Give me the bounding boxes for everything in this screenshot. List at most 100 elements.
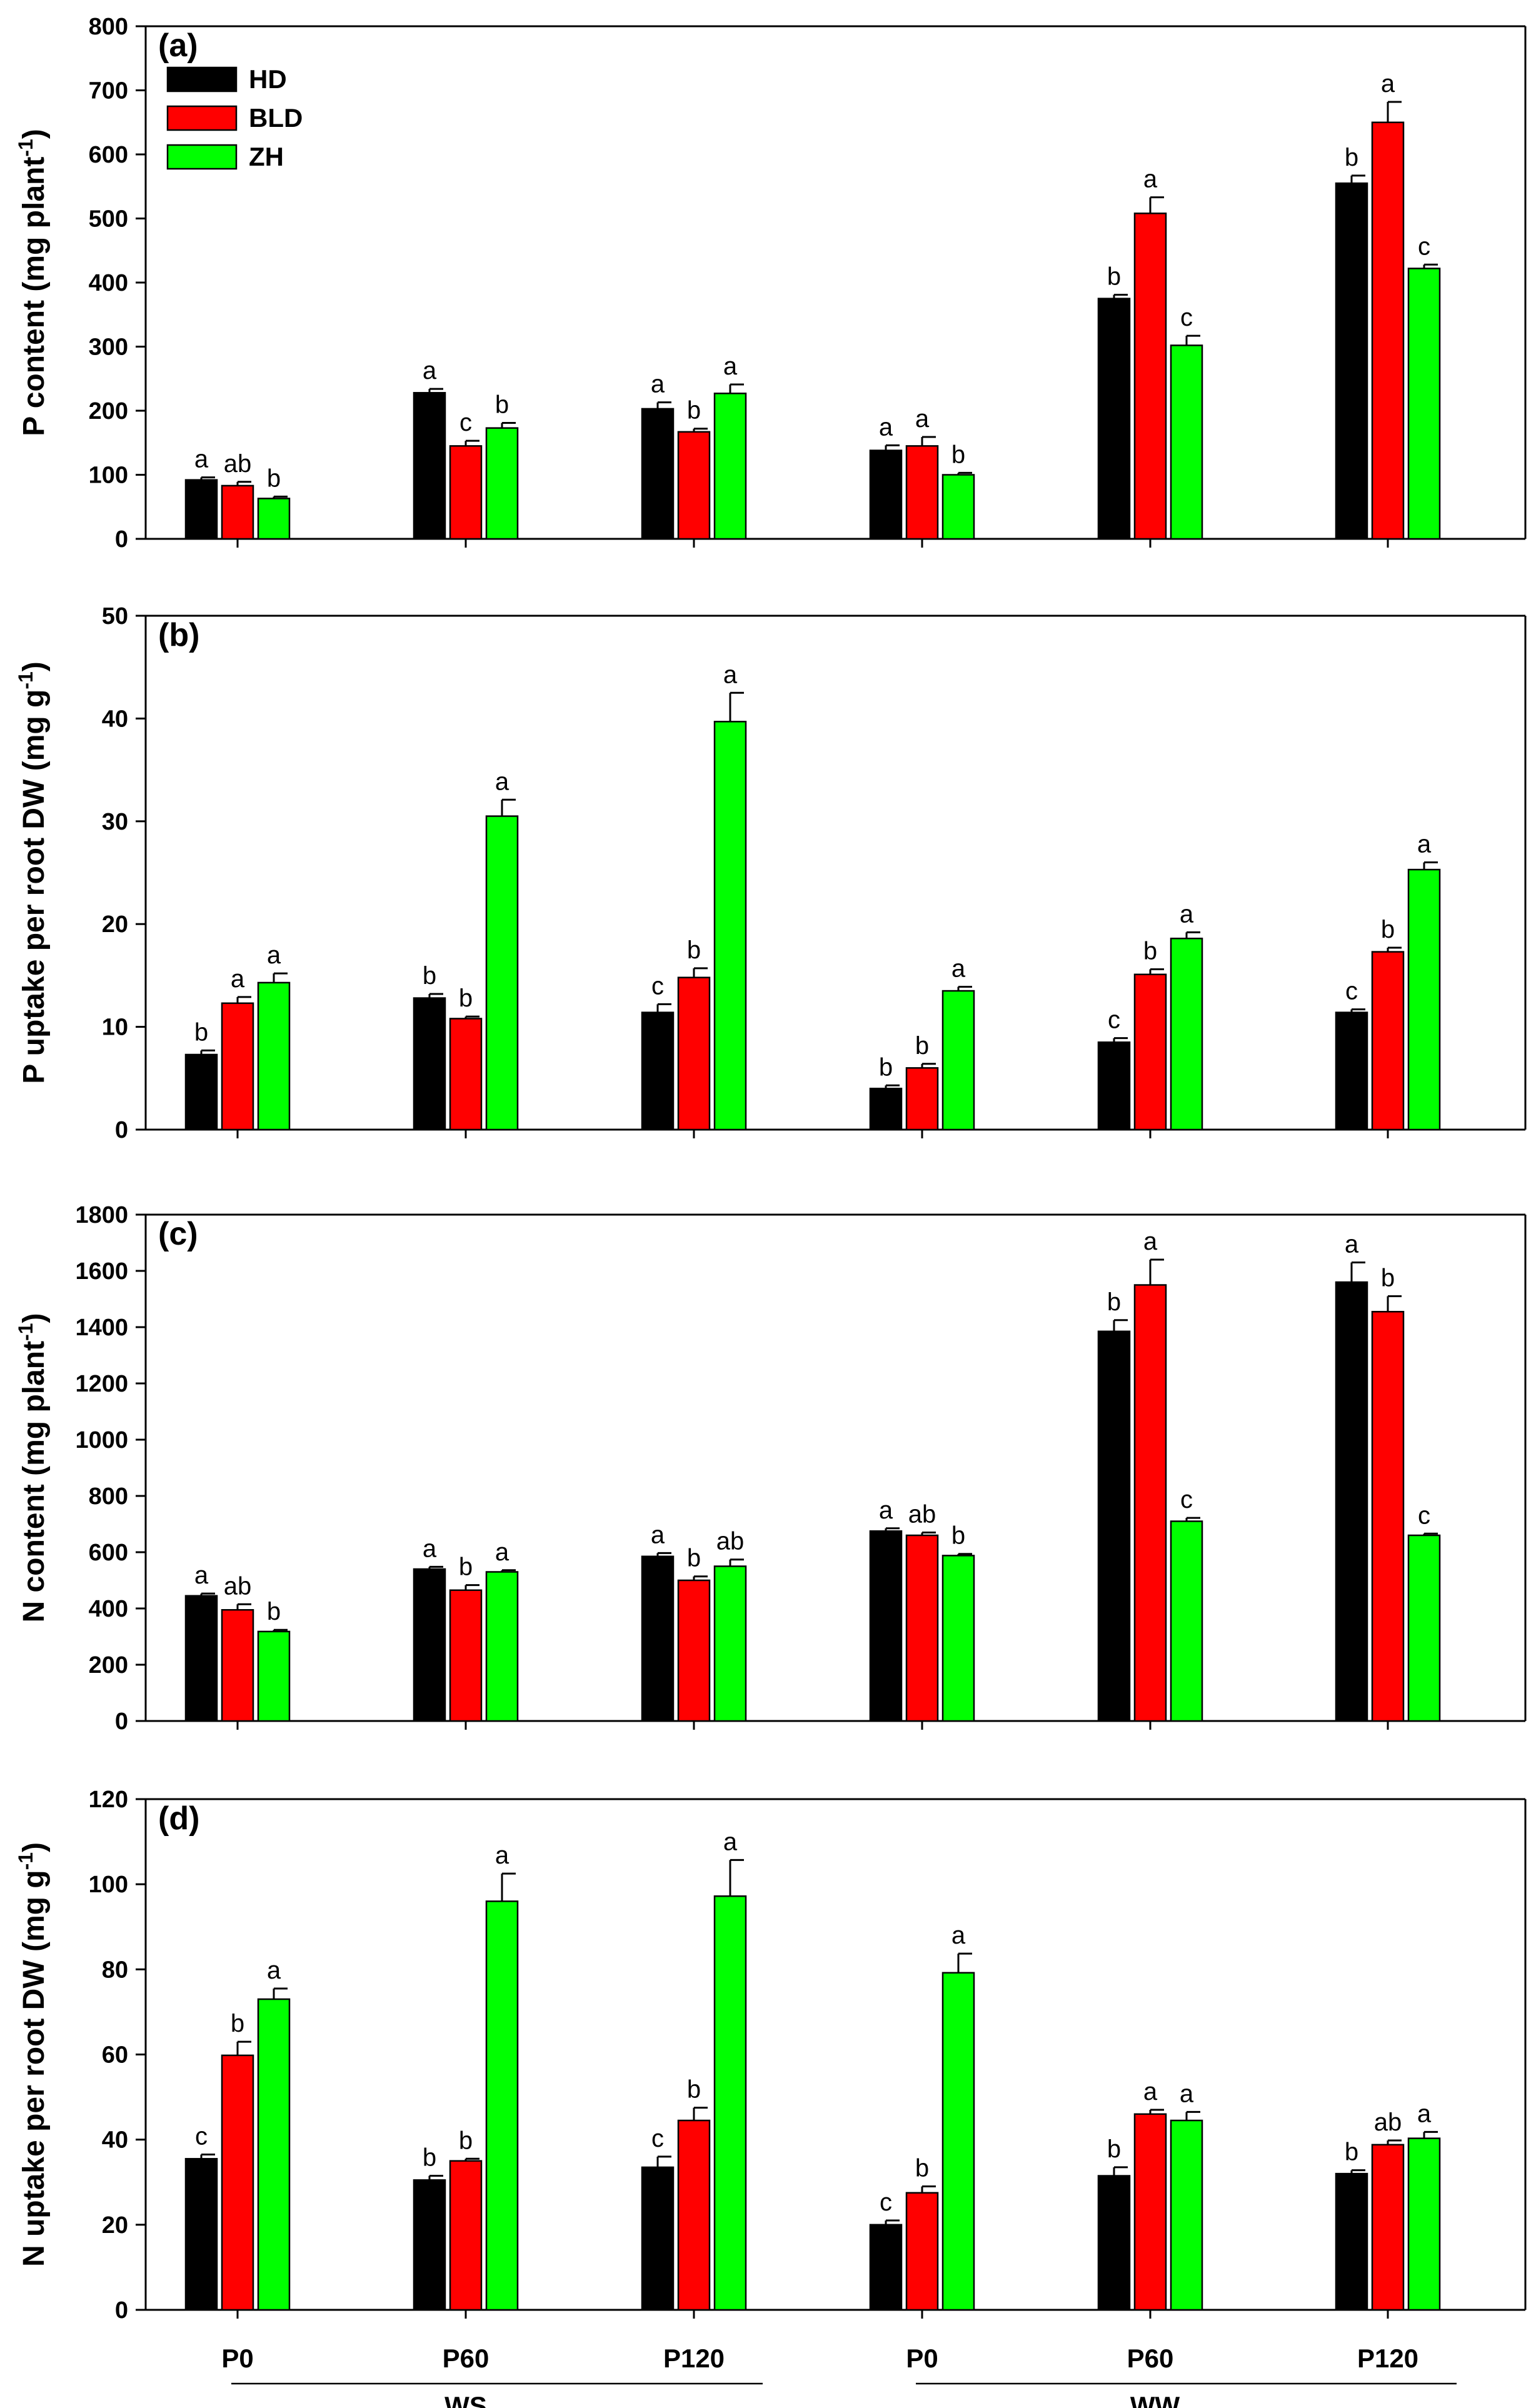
significance-letter: ab: [716, 1528, 745, 1555]
y-tick-label: 60: [102, 2042, 128, 2069]
y-tick-label: 400: [89, 1596, 128, 1622]
bar-hd: [413, 1568, 446, 1722]
bar-zh: [257, 498, 291, 540]
y-tick-label: 1600: [75, 1258, 128, 1285]
x-category-label: P60: [443, 2344, 489, 2373]
y-tick-label: 500: [89, 206, 128, 233]
significance-letter: a: [723, 661, 738, 688]
significance-letter: c: [651, 2125, 664, 2152]
significance-letter: b: [1143, 938, 1157, 965]
bar-hd: [869, 1087, 903, 1131]
significance-letter: b: [267, 464, 281, 492]
significance-letter: a: [879, 1497, 893, 1524]
significance-letter: b: [1381, 1265, 1395, 1292]
y-tick-label: 1000: [75, 1427, 128, 1453]
y-axis-label: P content (mg plant-1): [14, 129, 51, 436]
significance-letter: a: [495, 768, 509, 795]
significance-letter: c: [1180, 1486, 1193, 1513]
significance-letter: b: [1381, 916, 1395, 943]
bar-zh: [941, 474, 975, 540]
significance-letter: a: [1143, 1228, 1158, 1255]
bar-bld: [1133, 1284, 1167, 1722]
bar-bld: [677, 2119, 711, 2311]
significance-letter: a: [1143, 166, 1158, 193]
y-tick-label: 0: [115, 1708, 128, 1735]
significance-letter: b: [1107, 1288, 1121, 1316]
significance-letter: c: [459, 409, 472, 436]
bar-bld: [449, 445, 483, 540]
significance-letter: c: [1345, 978, 1358, 1005]
significance-letter: b: [1345, 144, 1358, 171]
bar-bld: [905, 1534, 939, 1722]
bar-bld: [221, 484, 254, 540]
bar-bld: [1133, 213, 1167, 540]
bar-zh: [485, 1571, 519, 1722]
x-category-label: P120: [1357, 2344, 1418, 2373]
panel-4: 0 20 40 60 80 100 120 N uptake per root DW (mg …: [14, 1787, 1527, 2324]
significance-letter: b: [423, 962, 436, 990]
significance-letter: b: [459, 1553, 473, 1581]
significance-letter: b: [915, 2155, 929, 2182]
bar-bld: [449, 2160, 483, 2311]
y-tick-label: 300: [89, 334, 128, 361]
bar-zh: [1407, 2137, 1441, 2311]
significance-letter: a: [723, 353, 738, 380]
bar-bld: [221, 2054, 254, 2311]
y-tick-label: 600: [89, 1540, 128, 1566]
significance-letter: a: [423, 357, 437, 384]
bar-hd: [1335, 1011, 1368, 1131]
y-axis-label-superscript: -1: [14, 671, 37, 689]
bar-zh: [485, 427, 519, 540]
panel-2: 0 10 20 30 40 50 P uptake per root DW (mg g-1)…: [14, 603, 1527, 1143]
significance-letter: b: [687, 1545, 701, 1572]
y-tick-label: 100: [89, 463, 128, 489]
significance-letter: b: [1345, 2139, 1358, 2166]
y-axis-label-close: ): [18, 661, 51, 671]
significance-letter: b: [951, 1522, 965, 1550]
significance-letter: b: [879, 1053, 893, 1081]
x-category-label: P60: [1127, 2344, 1174, 2373]
bar-hd: [1335, 182, 1368, 540]
significance-letter: c: [195, 2122, 208, 2150]
y-tick-label: 1200: [75, 1371, 128, 1397]
significance-letter: b: [915, 1032, 929, 1060]
y-tick-label: 600: [89, 142, 128, 168]
significance-letter: a: [194, 446, 209, 473]
bar-zh: [1170, 344, 1203, 540]
bar-zh: [713, 1895, 747, 2311]
bar-hd: [1097, 1330, 1131, 1722]
significance-letter: a: [879, 413, 893, 441]
bar-bld: [905, 2192, 939, 2311]
y-tick-label: 1800: [75, 1202, 128, 1228]
significance-letter: a: [1417, 2100, 1432, 2127]
bar-hd: [184, 1053, 218, 1131]
bar-hd: [641, 1011, 675, 1131]
y-axis-label-main: N content (mg plant: [18, 1341, 51, 1623]
bar-zh: [1170, 1520, 1203, 1722]
y-axis-label-superscript: -1: [14, 139, 37, 156]
bar-hd: [869, 1530, 903, 1722]
bar-zh: [713, 393, 747, 540]
significance-letter: a: [1143, 2078, 1158, 2105]
bar-hd: [184, 2158, 218, 2311]
significance-letter: b: [687, 2076, 701, 2104]
panel-1: 0 100 200 300 400 500 600 700 800 P content (mg p…: [14, 14, 1527, 553]
bar-hd: [641, 408, 675, 540]
bar-bld: [221, 1609, 254, 1722]
significance-letter: a: [1381, 70, 1395, 98]
panel-3: 0 200 400 600 800 1000 1200 1400 1600 1800 N conte…: [14, 1202, 1527, 1735]
bar-zh: [1407, 268, 1441, 540]
panel-label: (c): [158, 1216, 198, 1252]
bar-bld: [905, 445, 939, 540]
bar-bld: [221, 1002, 254, 1131]
bar-hd: [641, 2166, 675, 2311]
bar-bld: [1371, 951, 1405, 1131]
legend: HD BLD ZH: [166, 64, 303, 171]
significance-letter: b: [1107, 2135, 1121, 2163]
legend-swatch-zh: [166, 144, 238, 170]
legend-label-hd: HD: [249, 64, 287, 94]
bar-zh: [1170, 2119, 1203, 2311]
y-tick-label: 200: [89, 1652, 128, 1678]
significance-letter: a: [267, 941, 281, 969]
y-axis-label-main: N uptake per root DW (mg g: [18, 1870, 51, 2267]
